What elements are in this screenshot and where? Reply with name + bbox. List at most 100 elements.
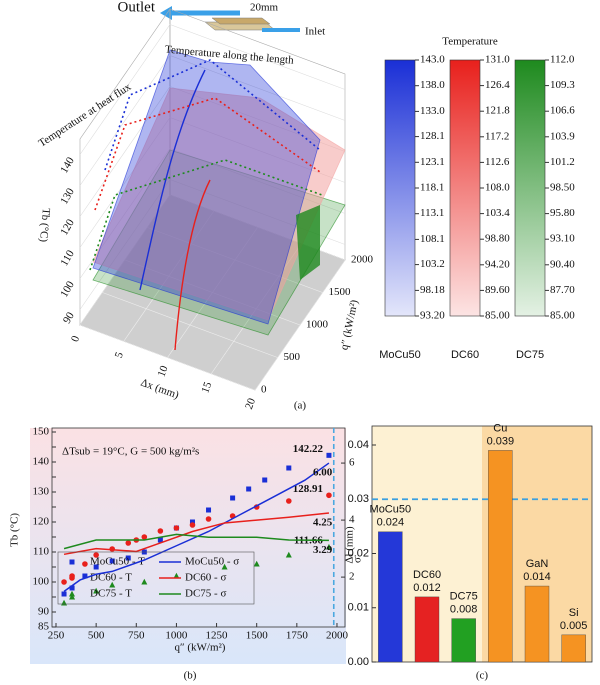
- data-label: 0.005: [560, 620, 588, 632]
- y-tick-label: 0.00: [348, 656, 369, 668]
- y-tick-label: 120: [33, 516, 50, 528]
- marker: [141, 534, 148, 540]
- colorbar-tick-label: 118.1: [420, 182, 444, 194]
- annotation: Outlet: [118, 0, 156, 15]
- bar-category-label: Si: [569, 607, 579, 619]
- marker: [157, 528, 164, 534]
- x-tick-label: 1000: [165, 630, 188, 642]
- legend-label: DC60 - σ: [185, 572, 226, 584]
- bar: [451, 618, 476, 663]
- z-tick-label: 100: [58, 279, 77, 300]
- marker: [326, 492, 332, 499]
- series-line: [63, 512, 330, 556]
- y-axis-label: Δl (mm): [344, 526, 356, 564]
- z-tick-label: 120: [58, 217, 77, 238]
- x-tick-label: 1500: [246, 630, 269, 642]
- colorbar-tick-label: 113.1: [420, 207, 444, 219]
- colorbar: [514, 59, 546, 317]
- colorbar-tick-label: 143.0: [420, 54, 445, 66]
- data-label: 128.91: [293, 483, 323, 495]
- bar: [414, 596, 440, 663]
- y-tick-label: 0.02: [348, 547, 369, 559]
- panel-label: (c): [476, 670, 489, 682]
- marker: [82, 561, 88, 567]
- surface-curve: [89, 159, 323, 271]
- y-tick-label: 0.04: [348, 439, 369, 451]
- y-tick-label: 0.01: [348, 602, 369, 614]
- colorbar-tick-label: 112.6: [485, 156, 510, 168]
- marker: [173, 525, 180, 531]
- panel-label: (b): [184, 670, 197, 682]
- chip-icon: [160, 6, 300, 32]
- legend-box: [57, 551, 255, 605]
- colorbar-tick-label: 103.9: [550, 130, 575, 142]
- colorbar-tick-label: 106.6: [550, 105, 575, 117]
- colorbar-name: MoCu50: [379, 349, 421, 361]
- colorbar-tick-label: 103.2: [420, 258, 445, 270]
- y-tick-label: 140: [33, 456, 50, 468]
- y-tick-label: 150: [33, 426, 50, 438]
- annotation: Inlet: [305, 26, 325, 38]
- colorbar-tick-label: 85.00: [485, 310, 510, 322]
- colorbar-title: Temperature: [442, 36, 498, 48]
- y2-axis-label: σ: [352, 557, 364, 563]
- bar-category-label: DC75: [450, 591, 478, 603]
- legend-label: DC60 - T: [90, 572, 132, 584]
- colorbar-name: DC60: [451, 349, 479, 361]
- marker: [69, 593, 76, 600]
- colorbar-tick-label: 93.10: [550, 233, 575, 245]
- y-tick-label: 0.03: [348, 493, 369, 505]
- marker: [157, 537, 163, 543]
- colorbar-tick-label: 95.80: [550, 207, 575, 219]
- legend-marker: [69, 575, 75, 581]
- colorbar-tick-label: 123.1: [420, 156, 445, 168]
- surface-curve: [174, 179, 211, 351]
- data-label: 0.014: [523, 571, 551, 583]
- plot-background: [30, 428, 346, 664]
- colorbar: [384, 59, 416, 317]
- colorbar-tick-label: 108.0: [485, 182, 510, 194]
- data-label: 0.039: [487, 435, 515, 447]
- y2-tick-label: 4: [349, 514, 355, 526]
- x-tick-label: 15: [199, 380, 214, 395]
- legend-marker: [69, 559, 75, 565]
- marker: [286, 498, 292, 504]
- data-label: 4.25: [313, 516, 333, 528]
- y-tick-label: 100: [33, 576, 50, 588]
- marker: [125, 555, 131, 561]
- colorbar-tick-label: 128.1: [420, 130, 445, 142]
- colorbar-tick-label: 98.18: [420, 284, 445, 296]
- colorbar-tick-label: 101.2: [550, 156, 575, 168]
- y-axis-label: Tb (°C): [9, 513, 21, 547]
- data-label: 142.22: [293, 443, 324, 455]
- x-tick-label: 750: [128, 630, 145, 642]
- data-label: 6.00: [313, 467, 333, 479]
- annotation: Temperature at heat flux: [36, 81, 133, 150]
- legend-label: MoCu50 - T: [90, 556, 145, 568]
- x-axis-label: Δx (mm): [139, 377, 181, 402]
- colorbar: [449, 59, 481, 317]
- y-tick-label: 1000: [306, 319, 329, 331]
- y-tick-label: 0: [261, 384, 267, 396]
- y-tick-label: 2000: [351, 254, 374, 266]
- marker: [262, 477, 268, 483]
- marker: [109, 581, 116, 588]
- colorbar-tick-label: 126.4: [485, 79, 510, 91]
- y2-tick-label: 2: [349, 571, 355, 583]
- data-label: 0.024: [377, 517, 405, 529]
- legend-label: MoCu50 - σ: [185, 556, 239, 568]
- colorbar-tick-label: 131.0: [485, 54, 510, 66]
- colorbar-tick-label: 117.2: [485, 130, 509, 142]
- x-tick-label: 1750: [286, 630, 309, 642]
- y-tick-label: 110: [33, 546, 50, 558]
- z-tick-label: 90: [61, 310, 77, 326]
- marker: [125, 540, 132, 546]
- legend-label: DC75 - T: [90, 588, 132, 600]
- marker: [93, 587, 100, 594]
- marker: [286, 465, 292, 471]
- y-tick-label: 130: [33, 486, 50, 498]
- grid-line: [102, 292, 278, 358]
- series-line: [63, 533, 329, 550]
- x-tick-label: 250: [48, 630, 65, 642]
